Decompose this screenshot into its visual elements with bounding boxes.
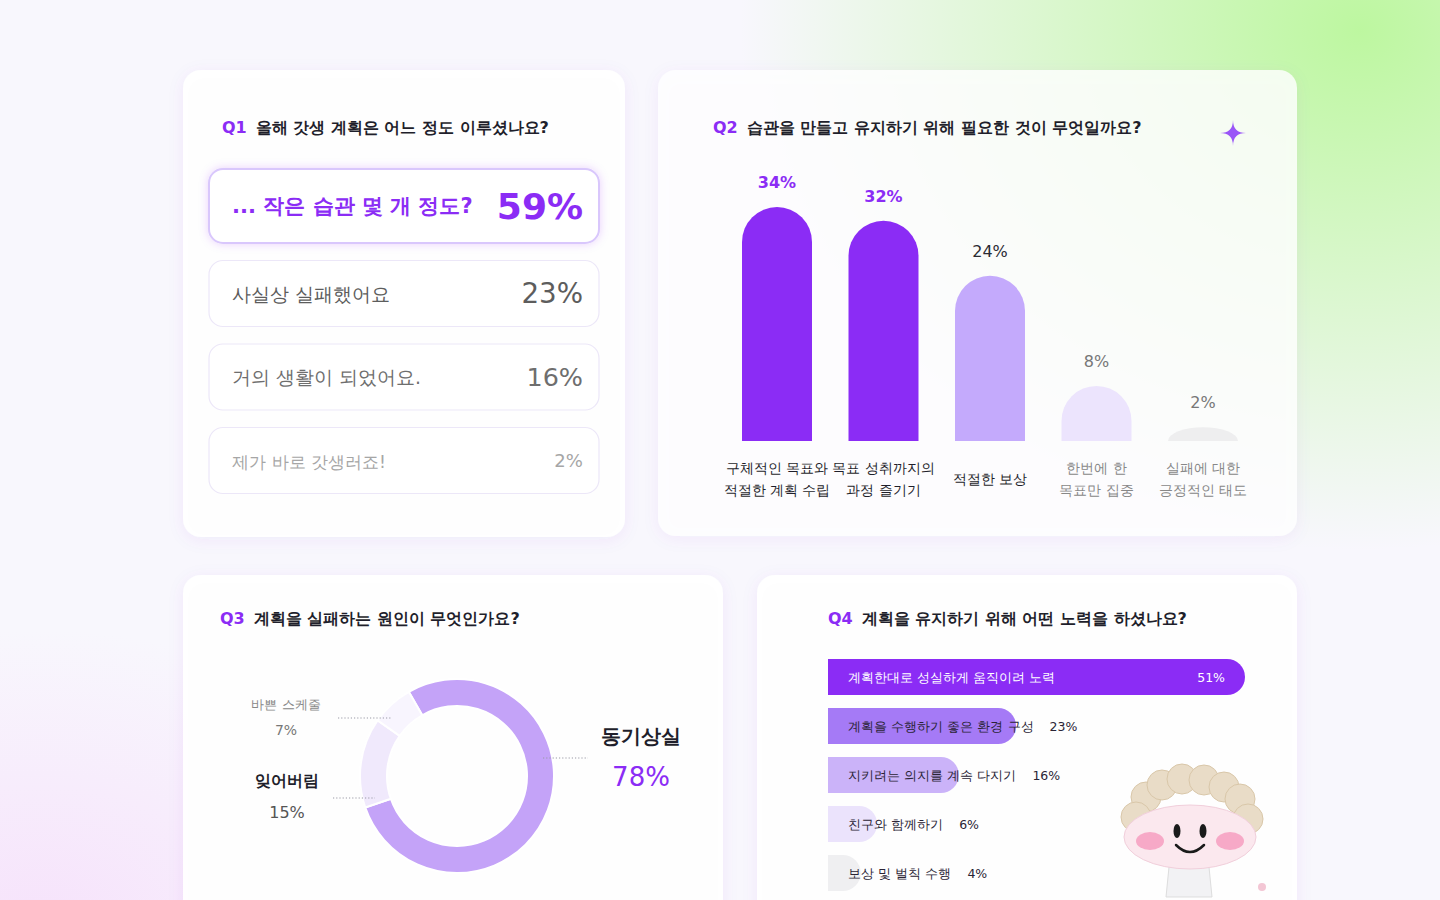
option-label: 거의 생활이 되었어요. bbox=[232, 367, 421, 388]
chart: Q1 올해 갓생 계획은 어느 정도 이루셨나요? ... 작은 습관 몇 개 정도… bbox=[209, 118, 599, 494]
data-label: 34% bbox=[758, 173, 796, 192]
mascot-eye bbox=[1174, 824, 1181, 838]
bar bbox=[1062, 386, 1132, 441]
question-text: 계획을 실패하는 원인이 무엇인가요? bbox=[254, 609, 520, 628]
data-label: 32% bbox=[864, 187, 902, 206]
option-value: 2% bbox=[554, 450, 583, 471]
page: Q1 올해 갓생 계획은 어느 정도 이루셨나요? ... 작은 습관 몇 개 정도… bbox=[0, 0, 1440, 900]
question-number: Q1 bbox=[222, 118, 247, 137]
option-label: 사실상 실패했어요 bbox=[232, 283, 390, 306]
bar bbox=[849, 221, 919, 441]
data-label: 15% bbox=[269, 803, 305, 822]
labels: 동기상실 78% 잊어버림 15% 바쁜 스케줄 7% bbox=[251, 697, 681, 822]
chart-title: Q3 계획을 실패하는 원인이 무엇인가요? bbox=[220, 609, 520, 628]
tick-label: 구체적인 목표와적절한 계획 수립 bbox=[724, 460, 831, 498]
data-label: 78% bbox=[612, 762, 670, 792]
data-label: 24% bbox=[972, 242, 1008, 261]
slice bbox=[365, 679, 554, 873]
data-label: 2% bbox=[1190, 393, 1215, 412]
card bbox=[658, 70, 1297, 536]
option-row: 거의 생활이 되었어요. 16% bbox=[209, 344, 599, 410]
tick-label-line: 긍정적인 태도 bbox=[1159, 482, 1247, 498]
sparkle bbox=[1220, 120, 1246, 146]
tick-label: 보상 및 벌칙 수행 bbox=[848, 866, 951, 881]
option-label: ... 작은 습관 몇 개 정도? bbox=[232, 194, 473, 218]
mascot-cheek bbox=[1216, 832, 1244, 850]
question-text: 올해 갓생 계획은 어느 정도 이루셨나요? bbox=[256, 118, 549, 137]
tick-label: 친구와 함께하기 bbox=[848, 817, 943, 832]
chart-title: Q4 계획을 유지하기 위해 어떤 노력을 하셨나요? bbox=[828, 609, 1187, 628]
data-label: 8% bbox=[1084, 352, 1109, 371]
data-label: 7% bbox=[275, 722, 297, 738]
question-text: 습관을 만들고 유지하기 위해 필요한 것이 무엇일까요? bbox=[747, 118, 1142, 137]
tick-label: 계획을 수행하기 좋은 환경 구성 bbox=[848, 719, 1034, 734]
option-card bbox=[209, 344, 599, 410]
chart: Q4 계획을 유지하기 위해 어떤 노력을 하셨나요? 계획한대로 성실하게 움직이… bbox=[828, 609, 1266, 897]
option-row: ... 작은 습관 몇 개 정도? 59% bbox=[209, 169, 599, 243]
option-card bbox=[209, 428, 599, 494]
tick-label: 한번에 한목표만 집중 bbox=[1059, 460, 1133, 498]
question-number: Q4 bbox=[828, 609, 853, 628]
tick-label: 지키려는 의지를 계속 다지기 bbox=[848, 768, 1016, 783]
bar bbox=[1168, 427, 1238, 441]
card bbox=[183, 70, 625, 537]
slices bbox=[360, 679, 554, 873]
bar bbox=[955, 276, 1025, 441]
tick-label-line: 목표 성취까지의 bbox=[832, 460, 934, 476]
slice bbox=[378, 692, 423, 736]
tick-label-line: 적절한 계획 수립 bbox=[724, 482, 831, 498]
tick-label: 실패에 대한긍정적인 태도 bbox=[1159, 460, 1247, 498]
option-card bbox=[209, 261, 599, 327]
mascot-cheek bbox=[1136, 832, 1164, 850]
card bbox=[183, 575, 723, 900]
chart-title: Q1 올해 갓생 계획은 어느 정도 이루셨나요? bbox=[222, 118, 549, 137]
leader-line bbox=[338, 717, 392, 718]
tick-label-line: 적절한 보상 bbox=[953, 471, 1027, 487]
chart: Q3 계획을 실패하는 원인이 무엇인가요? 동기상실 78% 잊어버림 15% 바쁜 스케… bbox=[220, 609, 681, 873]
slice bbox=[360, 720, 400, 807]
question-number: Q3 bbox=[220, 609, 245, 628]
tick-label-line: 과정 즐기기 bbox=[846, 482, 920, 498]
category-label: 동기상실 bbox=[601, 724, 681, 748]
mascot bbox=[1121, 764, 1266, 897]
category-label: 잊어버림 bbox=[255, 771, 319, 790]
leader-line bbox=[543, 757, 588, 758]
chart: Q2 습관을 만들고 유지하기 위해 필요한 것이 무엇일까요? 34% 32% 24%… bbox=[713, 118, 1247, 498]
data-label: 16% bbox=[1032, 768, 1060, 783]
tick-label-line: 한번에 한 bbox=[1066, 460, 1126, 476]
tick-label: 적절한 보상 bbox=[953, 471, 1027, 487]
bar bbox=[742, 207, 812, 441]
data-label: 51% bbox=[1197, 670, 1225, 685]
data-label: 4% bbox=[967, 866, 987, 881]
option-value: 23% bbox=[521, 277, 583, 310]
question-number: Q2 bbox=[713, 118, 738, 137]
option-row: 사실상 실패했어요 23% bbox=[209, 261, 599, 327]
tick-label: 목표 성취까지의과정 즐기기 bbox=[832, 460, 934, 498]
option-row: 제가 바로 갓생러죠! 2% bbox=[209, 428, 599, 494]
card bbox=[757, 575, 1297, 900]
labels: 34% 32% 24% 8% 2% 구체적인 목표와적절한 계획 수립목표 성취까지의과정… bbox=[724, 173, 1247, 498]
leader-line bbox=[333, 797, 375, 798]
tick-label-line: 목표만 집중 bbox=[1059, 482, 1133, 498]
category-label: 바쁜 스케줄 bbox=[251, 697, 320, 712]
tick-label-line: 구체적인 목표와 bbox=[726, 460, 828, 476]
data-label: 6% bbox=[959, 817, 979, 832]
option-value: 59% bbox=[497, 186, 583, 227]
mascot-eye bbox=[1200, 824, 1207, 838]
mascot-face bbox=[1124, 805, 1256, 869]
bars bbox=[742, 207, 1238, 441]
question-text: 계획을 유지하기 위해 어떤 노력을 하셨나요? bbox=[862, 609, 1187, 628]
option-label: 제가 바로 갓생러죠! bbox=[232, 452, 386, 472]
bar bbox=[828, 659, 1245, 695]
option-card bbox=[209, 169, 599, 243]
mascot-sparkle bbox=[1258, 883, 1266, 891]
data-label: 23% bbox=[1050, 719, 1078, 734]
option-value: 16% bbox=[526, 362, 583, 392]
tick-label: 계획한대로 성실하게 움직이려 노력 bbox=[848, 670, 1055, 685]
chart-title: Q2 습관을 만들고 유지하기 위해 필요한 것이 무엇일까요? bbox=[713, 118, 1141, 137]
mascot-mouth bbox=[1176, 845, 1204, 852]
tick-label-line: 실패에 대한 bbox=[1166, 460, 1240, 476]
